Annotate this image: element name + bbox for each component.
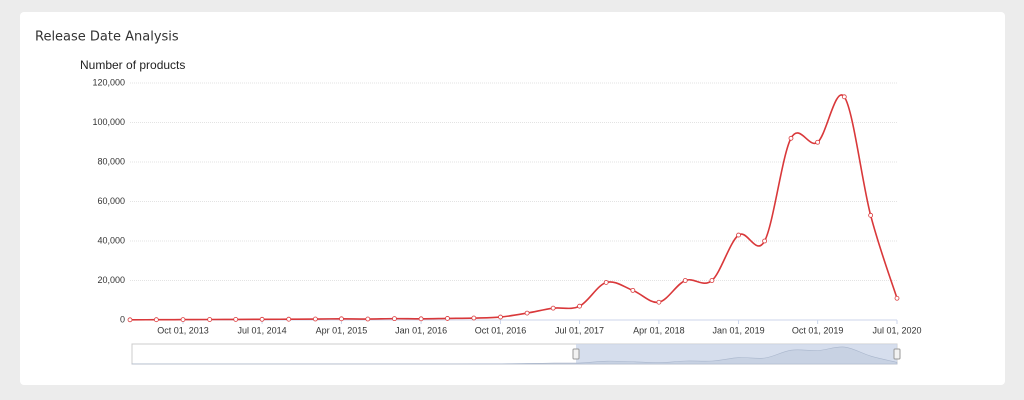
- data-point: [180, 317, 186, 323]
- navigator-selection[interactable]: [576, 344, 897, 364]
- data-point: [550, 305, 556, 311]
- x-tick-label: Oct 01, 2013: [157, 325, 209, 335]
- data-point: [868, 212, 874, 218]
- data-point: [259, 316, 265, 322]
- x-tick-label: Oct 01, 2019: [792, 325, 844, 335]
- data-point: [630, 287, 636, 293]
- x-tick-label: Jan 01, 2019: [713, 325, 765, 335]
- data-point: [445, 316, 450, 321]
- y-tick-label: 100,000: [92, 117, 125, 127]
- data-point: [736, 232, 741, 238]
- x-tick-label: Jan 01, 2016: [395, 325, 447, 335]
- data-point: [682, 278, 688, 283]
- data-point: [709, 278, 715, 283]
- data-point: [788, 135, 794, 141]
- data-point: [392, 316, 397, 322]
- card-title: Release Date Analysis: [35, 30, 179, 45]
- data-point: [153, 317, 159, 323]
- data-point: [603, 280, 609, 285]
- data-point: [207, 317, 213, 322]
- data-point: [815, 139, 821, 145]
- data-point: [233, 317, 239, 322]
- navigator-handle[interactable]: [572, 348, 580, 360]
- data-point: [339, 316, 344, 322]
- card: [20, 12, 1005, 385]
- data-point: [127, 317, 133, 323]
- data-point: [286, 316, 292, 322]
- data-point: [312, 316, 318, 322]
- y-tick-label: 80,000: [97, 156, 125, 166]
- y-tick-label: 0: [120, 314, 125, 324]
- x-tick-label: Jul 01, 2014: [238, 325, 287, 335]
- data-point: [524, 310, 530, 316]
- data-point: [894, 295, 900, 301]
- data-point: [762, 238, 768, 244]
- y-axis-title: Number of products: [80, 58, 185, 72]
- navigator-handle[interactable]: [893, 348, 901, 360]
- y-tick-label: 60,000: [97, 196, 125, 206]
- data-point: [841, 94, 847, 100]
- x-tick-label: Apr 01, 2015: [316, 325, 368, 335]
- y-tick-label: 40,000: [97, 235, 125, 245]
- navigator-series: [131, 346, 898, 365]
- data-point: [418, 316, 424, 322]
- data-point: [471, 315, 477, 321]
- data-point: [577, 303, 582, 309]
- x-tick-label: Apr 01, 2018: [633, 325, 685, 335]
- x-tick-label: Oct 01, 2016: [475, 325, 527, 335]
- data-point: [365, 316, 371, 322]
- x-tick-label: Jul 01, 2020: [872, 325, 921, 335]
- x-tick-label: Jul 01, 2017: [555, 325, 604, 335]
- y-tick-label: 120,000: [92, 77, 125, 87]
- y-tick-label: 20,000: [97, 275, 125, 285]
- data-point: [498, 314, 503, 320]
- data-point: [656, 299, 662, 305]
